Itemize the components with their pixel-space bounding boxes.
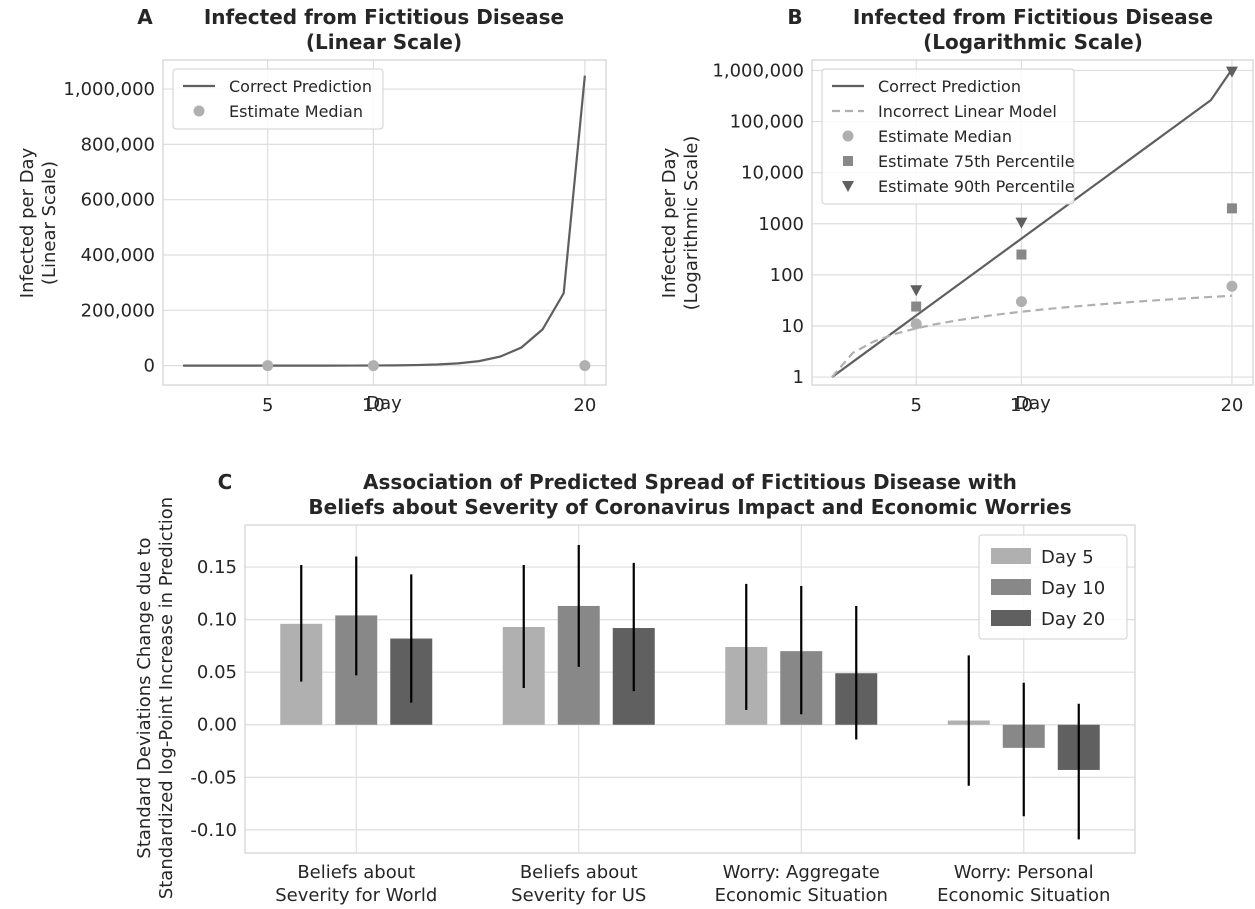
panel-c-y-tick-label: 0.05 <box>197 662 237 683</box>
panel-c-ylabel-line2: Standardized log-Point Increase in Predi… <box>156 497 177 899</box>
panel-c-ylabel-line1: Standard Deviations Change due to <box>134 537 155 858</box>
panel-b-y-tick-label: 10 <box>781 316 804 337</box>
panel-b-plot-frame <box>811 59 1254 386</box>
panel-c-y-tick-label: -0.05 <box>190 767 237 788</box>
panel-b-legend-swatch <box>842 181 854 192</box>
panel-c-y-tick-label: -0.10 <box>190 820 237 841</box>
panel-b-y-tick-label: 1,000,000 <box>712 60 804 81</box>
panel-c-y-tick-label: 0.00 <box>197 715 237 736</box>
panel-b-legend-box <box>821 68 1075 205</box>
panel-b-point-estimate-median <box>910 318 922 330</box>
panel-b-y-tick-label: 10,000 <box>741 163 804 184</box>
panel-a-ylabel-line2: (Linear Scale) <box>39 161 60 285</box>
panel-b-legend-label: Incorrect Linear Model <box>878 102 1057 121</box>
panel-b-point-estimate-median <box>1015 296 1027 308</box>
panel-a-x-tick-label: 10 <box>362 395 385 416</box>
panel-a-y-tick-label: 800,000 <box>81 134 155 155</box>
panel-c-legend-label: Day 10 <box>1041 578 1105 599</box>
panel-b-point-estimate-75th-percentile <box>1226 203 1237 214</box>
panel-c-y-tick-label: 0.15 <box>197 557 237 578</box>
panel-c-plot-frame <box>244 524 1136 854</box>
panel-c-legend-label: Day 5 <box>1041 547 1094 568</box>
panel-a-subtitle: (Linear Scale) <box>306 30 462 54</box>
panel-b-x-tick-label: 10 <box>1010 395 1033 416</box>
panel-b-ylabel-line2: (Logarithmic Scale) <box>681 136 702 311</box>
panel-b-series-incorrect-linear-model <box>831 294 1233 378</box>
panel-b-legend-label: Estimate 90th Percentile <box>878 177 1075 196</box>
panel-b-ylabel-line1: Infected per Day <box>659 147 680 298</box>
panel-a-legend: Correct Prediction Estimate Median <box>172 68 384 130</box>
panel-a-x-tick-label: 20 <box>573 395 596 416</box>
panel-a-point-estimate-median <box>367 360 379 372</box>
panel-a-series-correct-prediction <box>183 75 586 367</box>
panel-a-point-estimate-median <box>262 360 274 372</box>
panel-b-y-tick-label: 100,000 <box>730 112 804 133</box>
panel-c-legend: Day 5 Day 10 Day 20 <box>978 534 1128 640</box>
panel-c-category-label: Economic Situation <box>715 885 888 906</box>
panel-a-ylabel-line1: Infected per Day <box>17 147 38 298</box>
panel-a-x-tick-label: 5 <box>262 395 273 416</box>
panel-b-point-estimate-75th-percentile <box>911 301 922 312</box>
panel-a-label: A <box>137 5 153 29</box>
panel-b-xlabel: Day <box>1015 393 1051 414</box>
panel-b-legend-label: Estimate 75th Percentile <box>878 152 1075 171</box>
panel-c-category-label: Economic Situation <box>937 885 1110 906</box>
panel-b-point-estimate-90th-percentile <box>1015 217 1028 229</box>
panel-b-series-correct-prediction <box>831 68 1233 378</box>
panel-a-xlabel: Day <box>366 393 402 414</box>
panel-b-legend-swatch <box>843 156 853 166</box>
panel-b-x-tick-label: 20 <box>1220 395 1243 416</box>
panel-b-legend-swatch <box>842 130 854 142</box>
panel-c-title: Association of Predicted Spread of Ficti… <box>363 470 1017 494</box>
panel-c-category-label: Severity for US <box>511 885 646 906</box>
panel-b-plot: 1 10 100 1000 10,000 100,000 1,000,000 5 10 20 Cor… <box>712 59 1254 416</box>
panel-b-subtitle: (Logarithmic Scale) <box>923 30 1143 54</box>
panel-a-legend-label: Correct Prediction <box>229 77 372 96</box>
panel-b-x-tick-label: 5 <box>910 395 921 416</box>
panel-b-legend-label: Estimate Median <box>878 127 1012 146</box>
panel-a-y-tick-label: 200,000 <box>81 300 155 321</box>
panel-b-title: Infected from Fictitious Disease <box>853 5 1213 29</box>
panel-a-plot: 0 200,000 400,000 600,000 800,000 1,000,000 5 1… <box>63 59 607 416</box>
panel-a-y-tick-label: 0 <box>144 356 155 377</box>
panel-c-category-label: Beliefs about <box>520 862 638 883</box>
panel-a-title: Infected from Fictitious Disease <box>204 5 564 29</box>
panel-a-legend-box <box>172 68 384 130</box>
panel-b-point-estimate-90th-percentile <box>1225 66 1238 78</box>
panel-c-category-label: Worry: Personal <box>954 862 1094 883</box>
panel-c-category-label: Worry: Aggregate <box>723 862 880 883</box>
panel-c-subtitle: Beliefs about Severity of Coronavirus Im… <box>308 495 1071 519</box>
panel-b-label: B <box>787 5 802 29</box>
panel-c-legend-label: Day 20 <box>1041 609 1105 630</box>
panel-b-legend-label: Correct Prediction <box>878 77 1021 96</box>
panel-b-legend: Correct Prediction Incorrect Linear Model… <box>821 68 1075 205</box>
panel-a-legend-swatch <box>193 105 205 117</box>
panel-b-point-estimate-75th-percentile <box>1016 249 1027 260</box>
panel-a-point-estimate-median <box>579 360 591 372</box>
panel-c-y-tick-label: 0.10 <box>197 610 237 631</box>
panel-c-category-label: Beliefs about <box>297 862 415 883</box>
panel-c-legend-swatch <box>991 579 1031 595</box>
panel-b-y-tick-label: 100 <box>770 265 804 286</box>
panel-a-y-tick-label: 600,000 <box>81 190 155 211</box>
panel-a-y-tick-label: 400,000 <box>81 245 155 266</box>
panel-a-plot-frame <box>162 59 607 386</box>
panel-c-legend-swatch <box>991 610 1031 626</box>
panel-b-y-tick-label: 1000 <box>758 214 804 235</box>
panel-c-bars <box>280 544 1100 840</box>
panel-b-point-estimate-median <box>1226 280 1238 292</box>
panel-c-label: C <box>218 470 233 494</box>
panel-c-category-label: Severity for World <box>275 885 437 906</box>
panel-c-legend-swatch <box>991 548 1031 564</box>
panel-b-y-tick-label: 1 <box>793 367 804 388</box>
panel-a-legend-label: Estimate Median <box>229 102 363 121</box>
panel-b-point-estimate-90th-percentile <box>910 285 923 297</box>
panel-a-y-tick-label: 1,000,000 <box>63 79 155 100</box>
